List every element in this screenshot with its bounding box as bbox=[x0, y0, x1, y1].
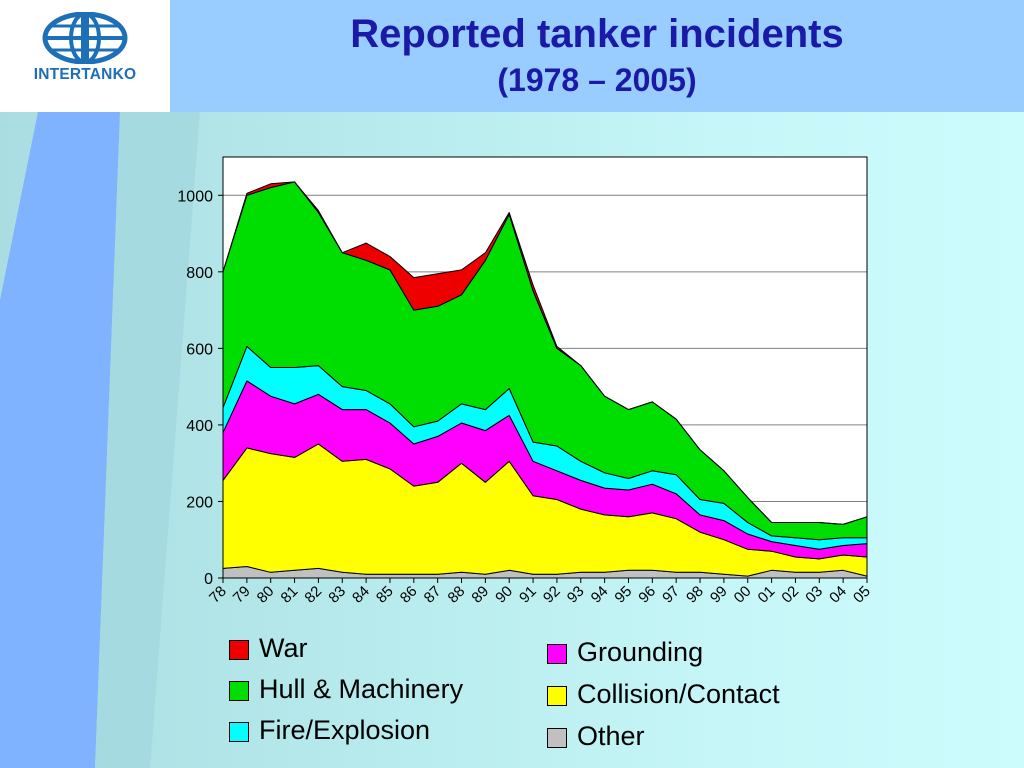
header-band bbox=[0, 0, 1024, 112]
logo-text: INTERTANKO bbox=[33, 66, 137, 83]
y-tick-label: 1000 bbox=[177, 188, 213, 205]
plot-frame bbox=[222, 156, 868, 579]
legend-label: Grounding bbox=[577, 637, 704, 667]
legend-swatch bbox=[229, 722, 249, 742]
x-tick-label: 92 bbox=[540, 583, 564, 607]
x-tick-label: 85 bbox=[373, 583, 397, 607]
y-tick-label: 400 bbox=[186, 418, 213, 435]
x-tick-label: 02 bbox=[778, 583, 802, 607]
y-axis: 0 200 400 600 800 1000 bbox=[177, 188, 223, 588]
x-tick-label: 88 bbox=[445, 583, 469, 607]
legend-label: War bbox=[259, 633, 308, 663]
page-subtitle: (1978 – 2005) bbox=[497, 62, 697, 98]
page-title: Reported tanker incidents bbox=[350, 12, 844, 56]
y-tick-label: 200 bbox=[186, 494, 213, 511]
x-tick-label: 86 bbox=[397, 583, 421, 607]
x-tick-label: 00 bbox=[731, 583, 755, 607]
legend-label: Hull & Machinery bbox=[259, 674, 464, 704]
legend-label: Other bbox=[577, 721, 645, 751]
x-tick-label: 98 bbox=[683, 583, 707, 607]
x-tick-label: 83 bbox=[325, 583, 349, 607]
y-tick-label: 600 bbox=[186, 341, 213, 358]
x-tick-label: 93 bbox=[564, 583, 588, 607]
x-tick-label: 89 bbox=[468, 583, 492, 607]
x-tick-label: 96 bbox=[635, 583, 659, 607]
x-tick-label: 80 bbox=[254, 583, 278, 607]
x-tick-label: 01 bbox=[755, 583, 779, 607]
x-tick-label: 03 bbox=[802, 583, 826, 607]
legend-label: Collision/Contact bbox=[577, 679, 780, 709]
x-tick-label: 97 bbox=[659, 583, 683, 607]
x-tick-label: 94 bbox=[588, 583, 612, 607]
legend-swatch bbox=[547, 728, 567, 748]
x-tick-label: 79 bbox=[230, 583, 254, 607]
x-tick-label: 87 bbox=[421, 583, 445, 607]
globe-logo-icon bbox=[42, 12, 128, 64]
legend-label: Fire/Explosion bbox=[259, 715, 431, 745]
legend-swatch bbox=[547, 644, 567, 664]
x-tick-label: 82 bbox=[301, 583, 325, 607]
x-tick-label: 99 bbox=[707, 583, 731, 607]
logo: INTERTANKO bbox=[0, 0, 170, 112]
legend-swatch bbox=[229, 640, 249, 660]
legend-swatch bbox=[547, 686, 567, 706]
x-tick-label: 84 bbox=[349, 583, 373, 607]
y-tick-label: 0 bbox=[204, 571, 213, 588]
x-tick-label: 90 bbox=[492, 583, 516, 607]
x-tick-label: 05 bbox=[850, 583, 874, 607]
legend-swatch bbox=[229, 681, 249, 701]
x-tick-label: 91 bbox=[516, 583, 540, 607]
x-tick-label: 81 bbox=[278, 583, 302, 607]
x-tick-label: 04 bbox=[826, 583, 850, 607]
y-tick-label: 800 bbox=[186, 265, 213, 282]
x-tick-label: 95 bbox=[611, 583, 635, 607]
x-axis: 78 79 80 81 82 83 84 85 86 87 88 89 90 91 92 93 94 95 96 97… bbox=[206, 578, 874, 607]
